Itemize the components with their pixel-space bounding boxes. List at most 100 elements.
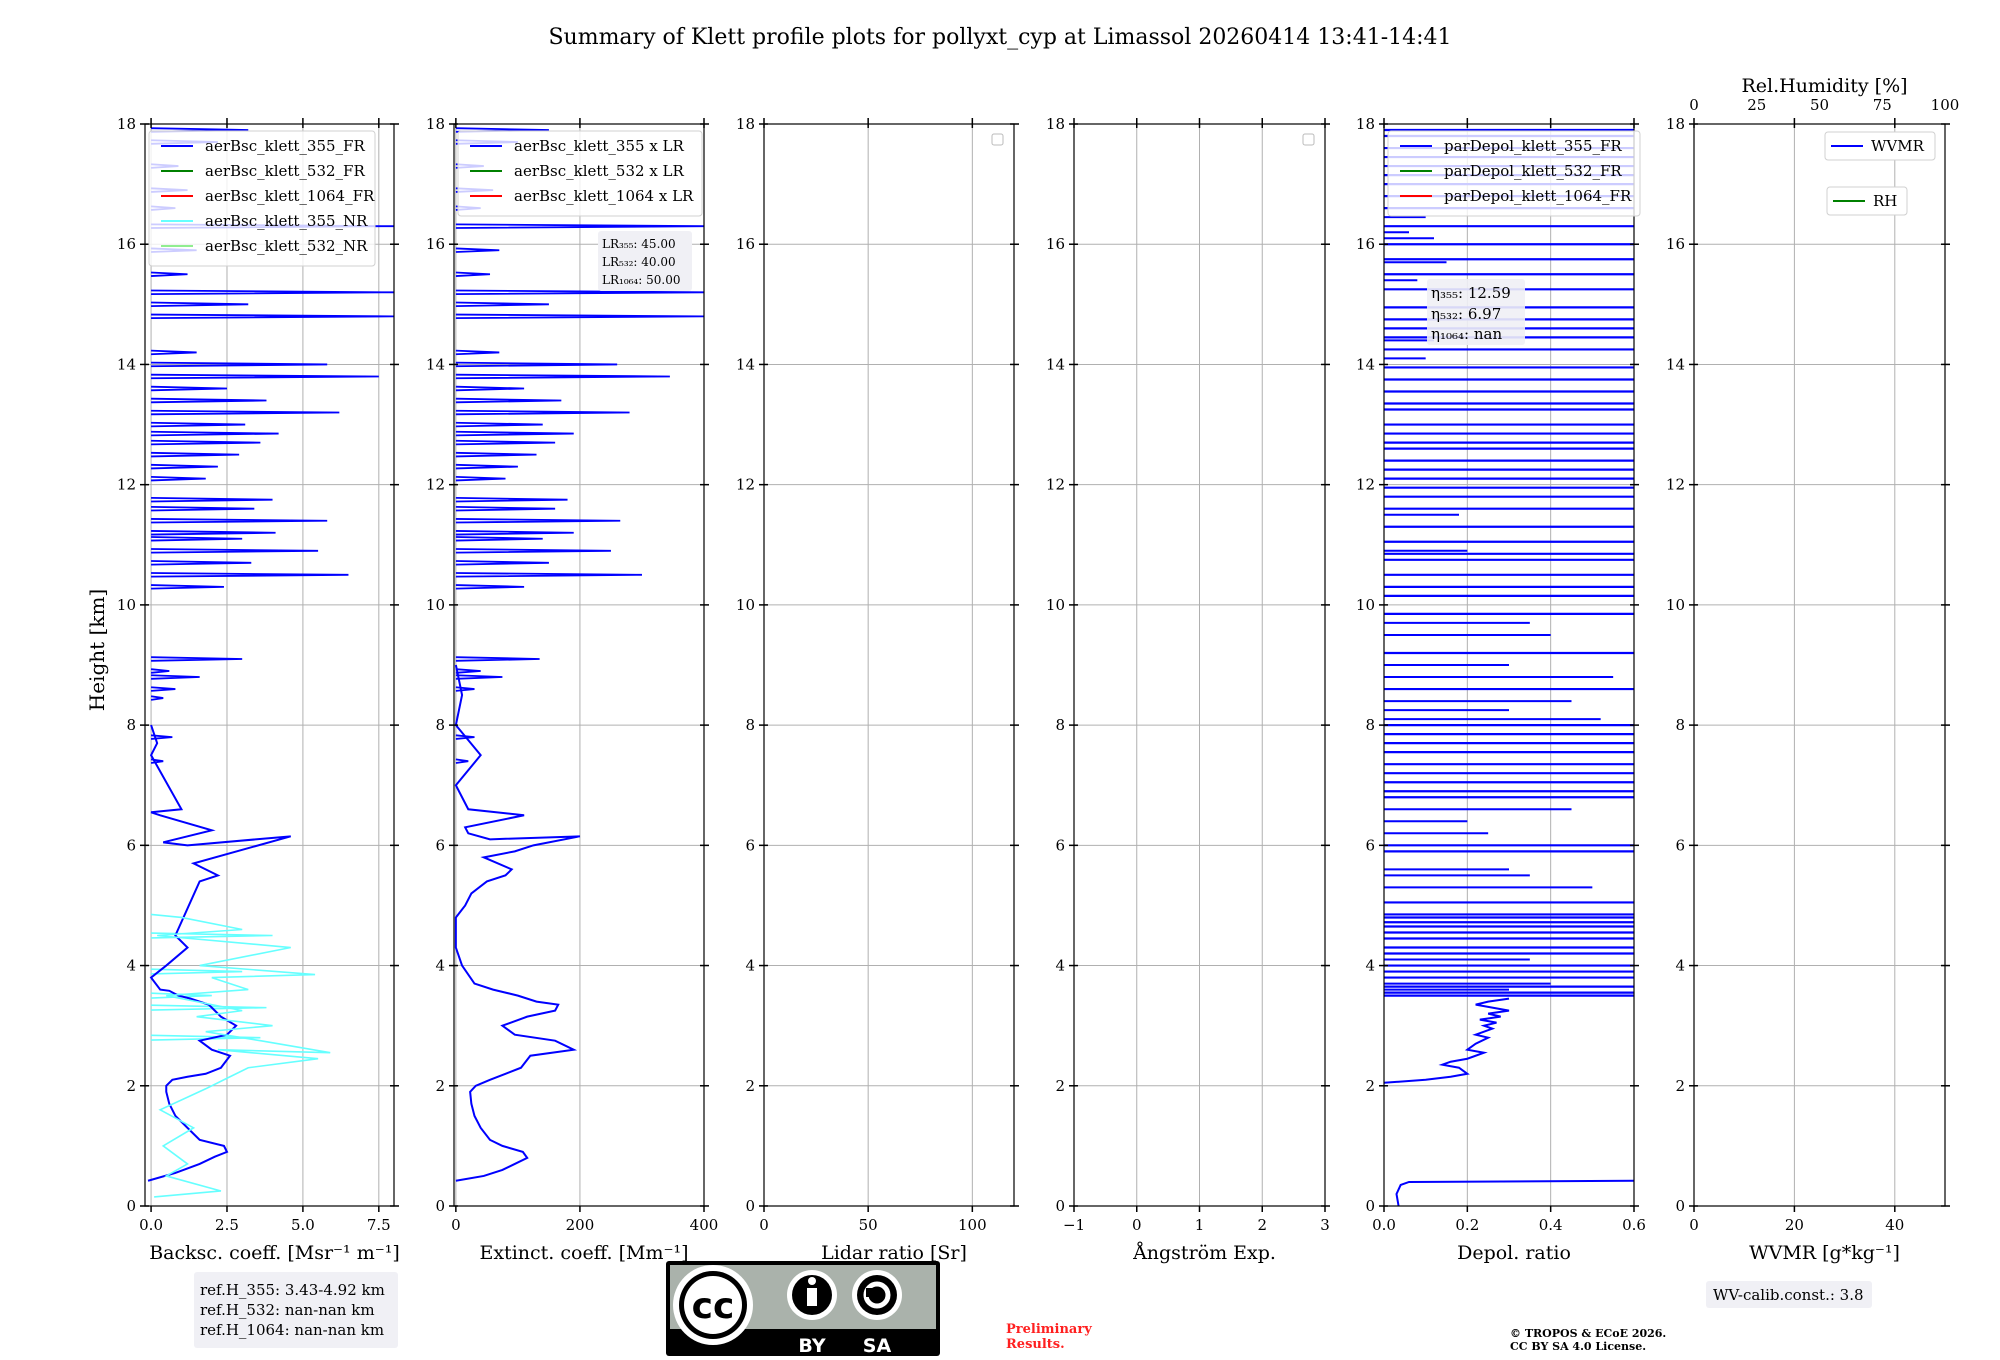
ticks-wvmr: 0 2 4 6 8 10 12 14 16 18 0 20 40 [1666, 115, 1950, 1234]
data-spike [151, 584, 224, 590]
y-tick-label: 0 [1675, 1197, 1685, 1215]
y-tick-label: 4 [1365, 957, 1375, 975]
data-spike [151, 518, 328, 524]
x-axis-label: Lidar ratio [Sr] [821, 1242, 967, 1264]
y-tick-label: 2 [126, 1077, 136, 1095]
y-tick-label: 8 [745, 716, 755, 734]
cyan-spike [151, 932, 273, 939]
ref-h355-text: ref.H_355: 3.43-4.92 km [200, 1281, 385, 1299]
legend-extinction[interactable]: aerBsc_klett_355 x LR aerBsc_klett_532 x … [457, 130, 703, 217]
data-spike [455, 536, 543, 542]
y-tick-label: 4 [745, 957, 755, 975]
legend-label: aerBsc_klett_355_NR [205, 212, 368, 230]
data-spike [151, 686, 176, 692]
y-tick-label: 0 [435, 1197, 445, 1215]
top-tick-label: 75 [1873, 96, 1892, 114]
cc-by-label: BY [798, 1335, 825, 1357]
y-tick-label: 6 [1675, 836, 1685, 854]
data-spike [455, 475, 506, 482]
legend-wvmr[interactable]: WVMR RH [1824, 131, 1936, 216]
x-tick-label: 0.0 [139, 1216, 163, 1234]
y-tick-label: 0 [1365, 1197, 1375, 1215]
y-tick-label: 18 [426, 115, 445, 133]
top-tick-label: 50 [1810, 96, 1829, 114]
grid-lidarratio [763, 123, 1014, 1207]
x-tick-label: 0.4 [1539, 1216, 1563, 1234]
data-spike [455, 223, 704, 229]
data-spike [455, 373, 670, 380]
y-tick-label: 12 [1356, 476, 1375, 494]
legend-box [1824, 131, 1936, 161]
x-tick-label: 0.6 [1622, 1216, 1646, 1234]
y-tick-label: 8 [435, 716, 445, 734]
data-spike [455, 301, 549, 308]
y-tick-label: 12 [1666, 476, 1685, 494]
axes-frame [1383, 123, 1635, 1207]
y-tick-label: 0 [745, 1197, 755, 1215]
series-line [454, 664, 581, 1182]
y-tick-label: 6 [1055, 836, 1065, 854]
lr1064-text: LR₁₀₆₄: 50.00 [602, 273, 680, 287]
empty-legend-box [991, 133, 1004, 146]
y-tick-label: 8 [1365, 716, 1375, 734]
ref-h1064-text: ref.H_1064: nan-nan km [200, 1321, 384, 1339]
x-tick-label: 40 [1885, 1216, 1904, 1234]
legend-box [1826, 186, 1908, 216]
y-tick-label: 18 [1356, 115, 1375, 133]
data-spike [151, 385, 228, 392]
data-spike [150, 695, 164, 701]
y-tick-label: 2 [745, 1077, 755, 1095]
wv-calib-box: WV-calib.const.: 3.8 [1706, 1281, 1872, 1308]
y-tick-label: 16 [1046, 235, 1065, 253]
x-tick-label: −1 [1063, 1216, 1085, 1234]
x-tick-label: 2.5 [215, 1216, 239, 1234]
x-axis-label: WVMR [g*kg⁻¹] [1749, 1242, 1900, 1264]
y-tick-label: 12 [117, 476, 136, 494]
data-spike [455, 656, 540, 662]
data-spike [455, 758, 469, 764]
ref-h532-text: ref.H_532: nan-nan km [200, 1301, 375, 1319]
x-tick-label: 0 [1689, 1216, 1699, 1234]
data-spike [151, 361, 328, 368]
y-tick-label: 6 [1365, 836, 1375, 854]
legend-depol[interactable]: parDepol_klett_355_FR parDepol_klett_532_… [1387, 130, 1641, 217]
top-axis-label: Rel.Humidity [%] [1741, 75, 1907, 97]
legend-backscatter[interactable]: aerBsc_klett_355_FR aerBsc_klett_532_FRae… [148, 130, 376, 267]
series-line [150, 913, 331, 1198]
y-tick-label: 2 [1365, 1077, 1375, 1095]
data-spike [151, 301, 249, 308]
legend-box [1387, 130, 1641, 217]
eta-annotation: η₃₅₅: 12.59 η₅₃₂: 6.97 η₁₀₆₄: nan [1427, 279, 1525, 345]
data-spike [455, 686, 475, 692]
y-tick-label: 18 [736, 115, 755, 133]
x-tick-label: 3 [1320, 1216, 1330, 1234]
y-tick-label: 14 [1666, 355, 1685, 373]
y-tick-label: 14 [117, 355, 136, 373]
lr532-text: LR₅₃₂: 40.00 [602, 255, 676, 269]
x-axis-label: Extinct. coeff. [Mm⁻¹] [479, 1242, 688, 1264]
data-spike [455, 409, 630, 416]
data-spike [151, 373, 379, 380]
data-spike [151, 451, 240, 458]
x-axis-label: Ångström Exp. [1132, 1242, 1276, 1264]
preliminary-label-1: Preliminary [1006, 1322, 1092, 1337]
y-tick-label: 16 [1666, 235, 1685, 253]
data-spike [455, 674, 503, 680]
cyan-spike [151, 1034, 261, 1041]
y-tick-label: 12 [736, 476, 755, 494]
axes-frame [453, 123, 705, 1207]
data-extinction [454, 127, 704, 1182]
data-spike [151, 572, 349, 578]
data-spike [455, 313, 704, 320]
x-tick-label: 50 [859, 1216, 878, 1234]
data-spike [455, 247, 500, 253]
y-tick-label: 0 [1055, 1197, 1065, 1215]
y-tick-label: 10 [1046, 596, 1065, 614]
data-spike [150, 734, 173, 740]
y-tick-label: 4 [435, 957, 445, 975]
y-axis-label: Height [km] [85, 589, 109, 711]
y-tick-label: 14 [1356, 355, 1375, 373]
data-spike [455, 271, 491, 277]
